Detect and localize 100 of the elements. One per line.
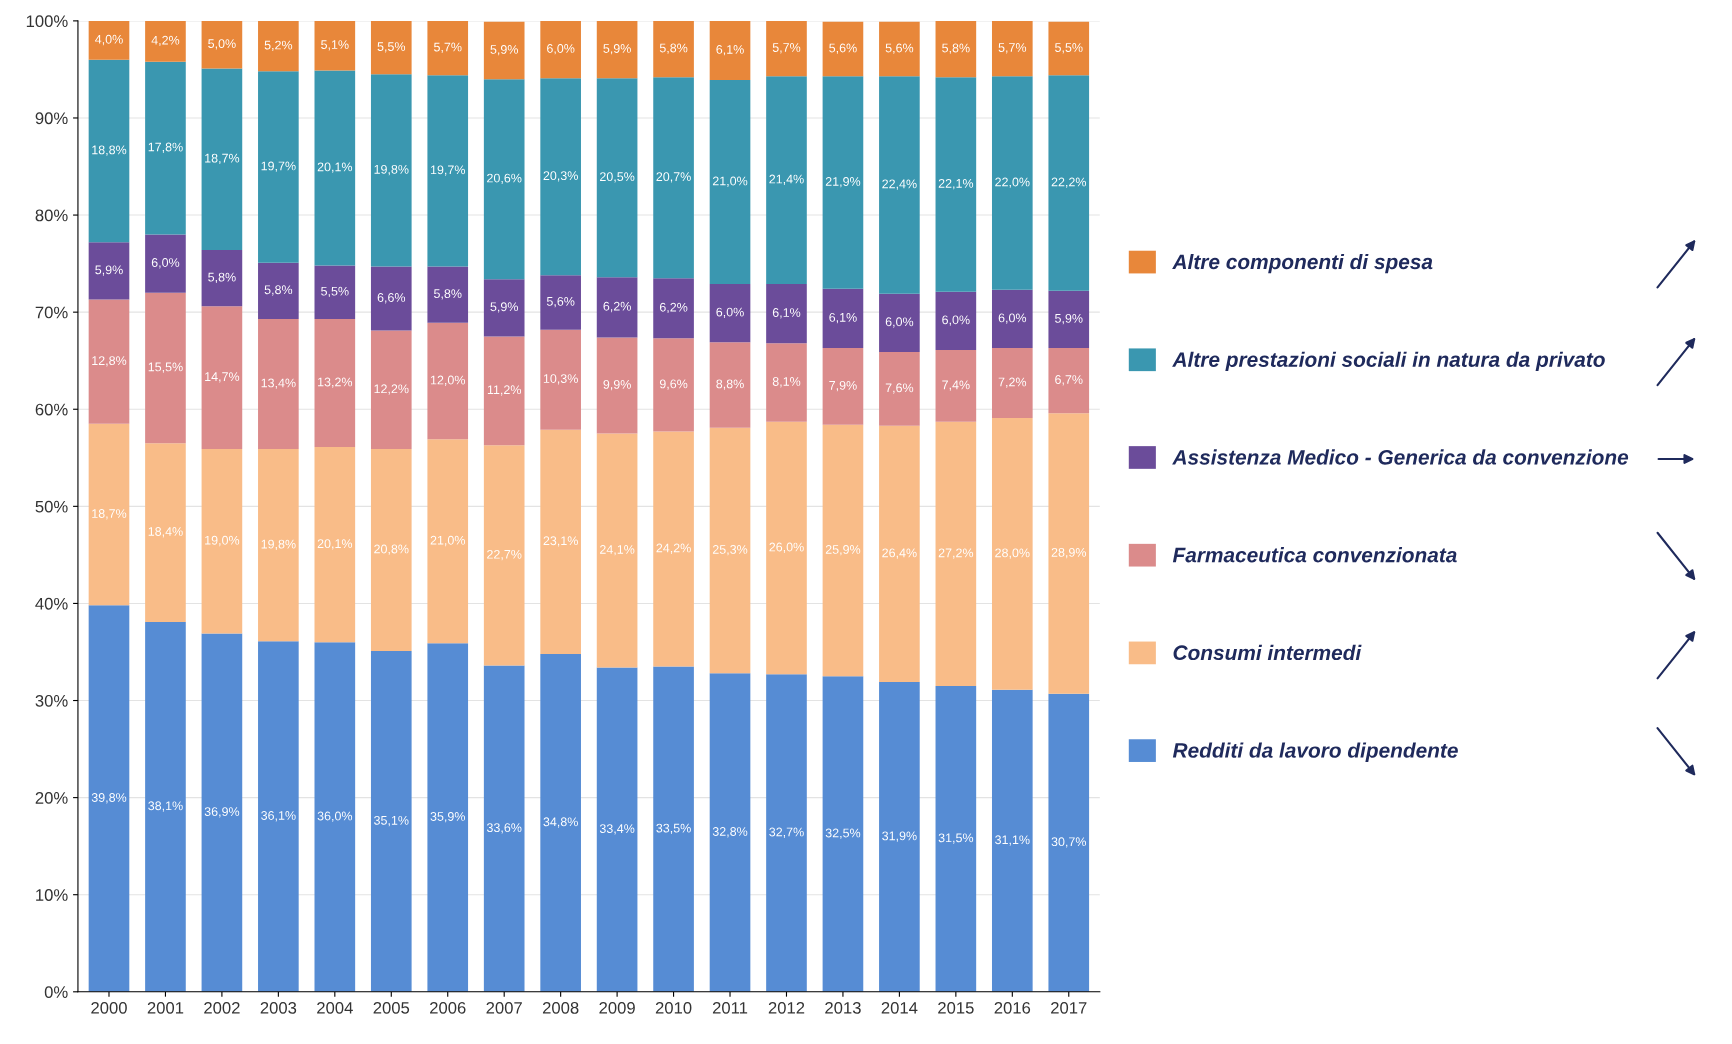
bar bbox=[201, 306, 243, 450]
bar bbox=[427, 20, 469, 76]
bar bbox=[991, 689, 1033, 992]
x-tick-label: 2010 bbox=[655, 1001, 692, 1014]
data-label: 6,1% bbox=[716, 45, 744, 56]
data-label: 12,0% bbox=[430, 375, 466, 386]
bar bbox=[145, 292, 186, 444]
bar bbox=[314, 265, 356, 319]
bar bbox=[258, 71, 299, 263]
bar bbox=[709, 284, 751, 343]
data-label: 28,9% bbox=[1051, 547, 1087, 559]
data-label: 7,6% bbox=[885, 383, 914, 394]
data-label: 24,1% bbox=[600, 545, 635, 556]
data-label: 6,1% bbox=[772, 308, 801, 319]
bar bbox=[766, 284, 807, 344]
bar bbox=[935, 421, 977, 686]
bar bbox=[766, 20, 807, 77]
bar bbox=[258, 449, 299, 642]
bar bbox=[427, 643, 469, 992]
bar bbox=[483, 445, 525, 666]
bar bbox=[145, 234, 186, 293]
data-label: 36,9% bbox=[204, 807, 240, 818]
data-label: 5,9% bbox=[490, 45, 518, 56]
data-label: 6,0% bbox=[547, 44, 575, 55]
bar bbox=[879, 76, 920, 294]
bar bbox=[596, 433, 638, 668]
bar bbox=[370, 20, 412, 75]
data-label: 12,8% bbox=[92, 356, 127, 367]
y-tick-label: 30% bbox=[35, 694, 68, 707]
bar bbox=[201, 250, 243, 307]
data-label: 18,4% bbox=[148, 527, 183, 538]
bar bbox=[822, 424, 864, 677]
bar bbox=[822, 348, 864, 425]
bar bbox=[991, 348, 1033, 418]
data-label: 20,3% bbox=[543, 171, 578, 182]
data-label: 21,4% bbox=[769, 174, 804, 185]
bar bbox=[1048, 290, 1090, 349]
data-label: 18,8% bbox=[92, 145, 127, 156]
bar bbox=[709, 673, 751, 992]
data-label: 20,7% bbox=[656, 172, 691, 183]
data-label: 20,1% bbox=[317, 539, 353, 550]
x-tick-label: 2004 bbox=[317, 1001, 353, 1014]
bar bbox=[879, 21, 920, 77]
legend-label: Farmaceutica convenzionata bbox=[1172, 547, 1457, 563]
data-label: 9,9% bbox=[603, 379, 631, 391]
bar bbox=[709, 80, 751, 284]
bar bbox=[879, 293, 920, 352]
data-label: 5,8% bbox=[433, 289, 462, 300]
bar bbox=[879, 425, 920, 683]
bar bbox=[88, 605, 130, 992]
bar bbox=[427, 439, 469, 644]
data-label: 4,2% bbox=[151, 35, 180, 47]
y-tick-label: 20% bbox=[35, 792, 68, 804]
data-label: 5,5% bbox=[1055, 43, 1083, 54]
bar bbox=[879, 682, 920, 992]
data-label: 19,0% bbox=[205, 535, 240, 547]
data-label: 6,1% bbox=[829, 312, 857, 324]
data-label: 25,3% bbox=[712, 545, 748, 556]
bar bbox=[314, 20, 356, 71]
data-label: 19,8% bbox=[261, 539, 296, 551]
bar bbox=[822, 676, 864, 992]
bar bbox=[370, 74, 412, 267]
data-label: 6,2% bbox=[603, 301, 631, 313]
bar bbox=[201, 449, 243, 634]
data-label: 5,7% bbox=[772, 43, 801, 54]
bar bbox=[596, 667, 638, 992]
bar bbox=[370, 330, 412, 450]
data-label: 24,2% bbox=[656, 543, 691, 554]
data-label: 6,0% bbox=[151, 258, 180, 269]
data-label: 33,5% bbox=[656, 823, 691, 834]
bar bbox=[540, 78, 581, 276]
bar bbox=[370, 651, 412, 992]
data-label: 38,1% bbox=[148, 801, 183, 812]
y-tick-label: 0% bbox=[44, 986, 68, 998]
data-label: 22,1% bbox=[938, 178, 974, 190]
data-label: 8,8% bbox=[716, 379, 744, 390]
data-label: 5,8% bbox=[659, 43, 688, 54]
data-label: 28,0% bbox=[995, 548, 1030, 559]
bar bbox=[1048, 693, 1090, 992]
data-label: 5,7% bbox=[433, 42, 462, 53]
data-label: 5,8% bbox=[264, 285, 293, 296]
data-label: 22,7% bbox=[487, 549, 522, 561]
bar bbox=[596, 337, 638, 434]
bar bbox=[427, 266, 469, 323]
bar bbox=[88, 59, 130, 243]
bar bbox=[991, 76, 1033, 290]
bar bbox=[709, 427, 751, 674]
data-label: 14,7% bbox=[205, 372, 240, 383]
x-tick-label: 2002 bbox=[204, 1001, 240, 1014]
data-label: 5,9% bbox=[1055, 313, 1083, 325]
bar bbox=[370, 449, 412, 652]
y-tick-label: 90% bbox=[35, 112, 68, 125]
data-label: 8,1% bbox=[772, 377, 801, 388]
data-label: 6,0% bbox=[885, 317, 914, 328]
bar bbox=[201, 633, 243, 992]
data-label: 19,7% bbox=[430, 165, 466, 176]
data-label: 18,7% bbox=[92, 509, 127, 520]
bar bbox=[935, 291, 977, 351]
data-label: 5,7% bbox=[998, 43, 1027, 54]
data-label: 15,5% bbox=[148, 362, 183, 373]
